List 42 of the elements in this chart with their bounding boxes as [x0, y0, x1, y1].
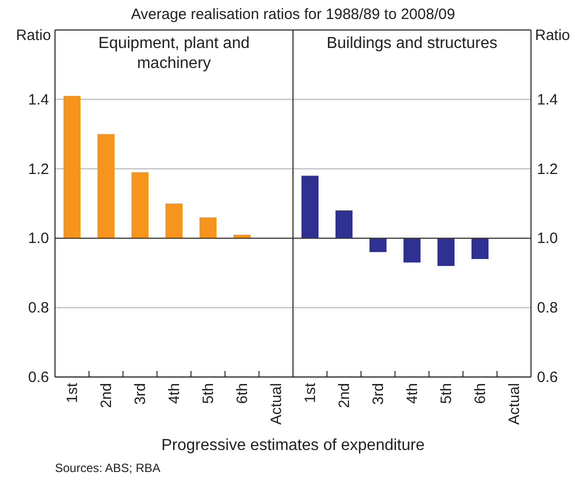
y-axis-title: Ratio	[16, 27, 51, 44]
x-tick-label: 5th	[200, 383, 217, 404]
y-tick-label: 1.4	[28, 91, 49, 108]
bar	[64, 96, 80, 238]
bar	[370, 238, 386, 252]
x-tick-label: 6th	[472, 383, 489, 404]
x-tick-label: 6th	[234, 383, 251, 404]
text: Equipment, plant and machinery	[98, 35, 250, 72]
y-tick-label: 0.6	[28, 369, 49, 386]
bar	[200, 217, 216, 238]
y-tick-label: 1.2	[537, 160, 558, 178]
chart-subtitle: Average realisation ratios for 1988/89 to 2008/09	[130, 6, 456, 23]
x-tick-label: 2nd	[336, 383, 353, 408]
x-tick-label: 5th	[438, 383, 455, 404]
x-tick-label: Actual	[268, 383, 285, 425]
x-tick-label: 2nd	[98, 383, 115, 408]
y-axis-title: Ratio	[535, 27, 570, 44]
y-tick-label: 0.8	[537, 300, 558, 317]
x-tick-label: 3rd	[132, 383, 149, 405]
y-tick-label: 0.6	[537, 369, 558, 386]
y-tick-label: 0.8	[28, 300, 49, 317]
x-tick-label: 4th	[404, 383, 421, 404]
bar	[472, 238, 488, 260]
chart-title: Buildings and structures	[326, 35, 498, 52]
bar	[336, 210, 352, 238]
bar	[166, 204, 182, 238]
x-tick-label: 4th	[166, 383, 183, 404]
bar	[438, 238, 454, 266]
source-note: Sources: ABS; RBA	[55, 461, 160, 475]
x-tick-label: Actual	[506, 383, 523, 425]
y-tick-label: 1.0	[537, 230, 558, 248]
bar	[302, 176, 318, 238]
y-tick-label: 1.4	[537, 91, 558, 108]
x-tick-label: 1st	[302, 382, 319, 404]
bar	[132, 172, 148, 238]
x-tick-label: 1st	[64, 382, 81, 404]
bar	[404, 238, 420, 262]
y-tick-label: 1.0	[28, 230, 49, 248]
bar	[98, 134, 114, 238]
x-tick-label: 3rd	[370, 383, 387, 405]
x-axis-title: Progressive estimates of expenditure	[161, 437, 425, 454]
y-tick-label: 1.2	[28, 160, 49, 178]
